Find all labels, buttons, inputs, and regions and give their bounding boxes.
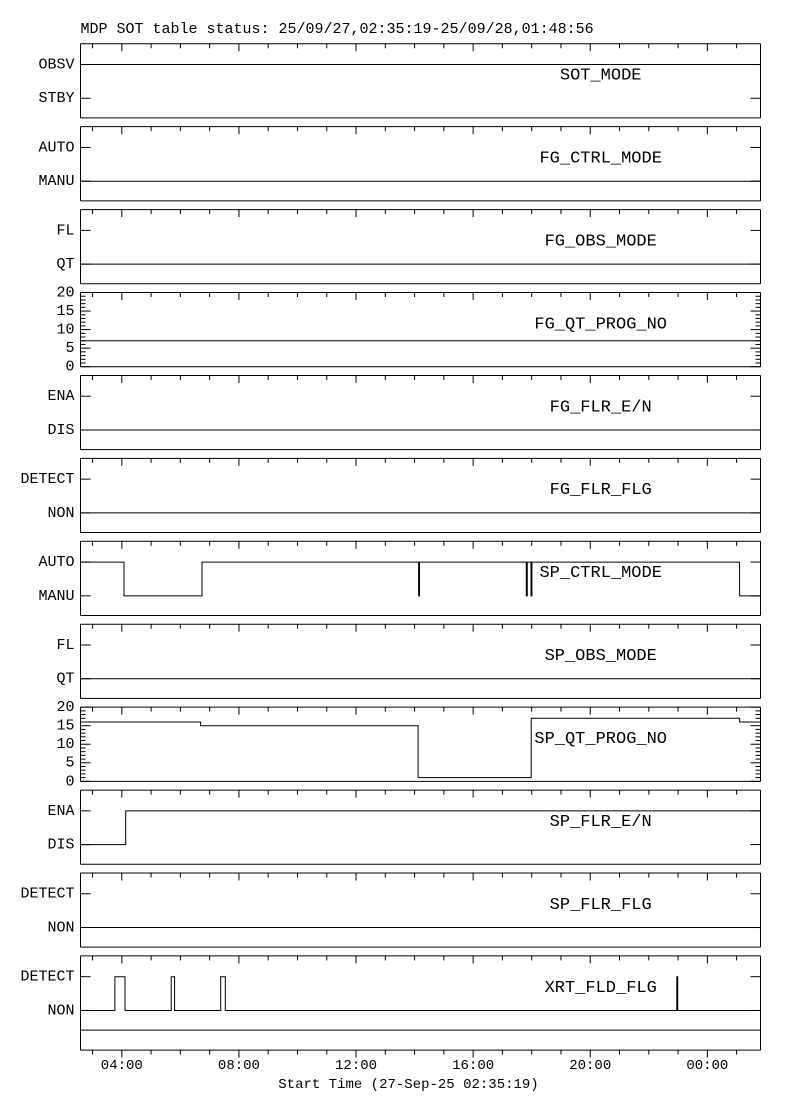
svg-text:00:00: 00:00 <box>686 1058 728 1074</box>
svg-text:MANU: MANU <box>38 173 74 190</box>
svg-text:FL: FL <box>56 637 74 654</box>
svg-text:QT: QT <box>56 256 74 273</box>
svg-text:NON: NON <box>47 919 74 936</box>
svg-text:ENA: ENA <box>47 388 74 405</box>
svg-text:XRT_FLD_FLG: XRT_FLD_FLG <box>545 979 657 998</box>
svg-text:5: 5 <box>65 340 74 357</box>
svg-text:15: 15 <box>56 718 74 735</box>
svg-text:0: 0 <box>65 773 74 790</box>
svg-text:FG_OBS_MODE: FG_OBS_MODE <box>545 232 657 251</box>
svg-text:DETECT: DETECT <box>20 969 74 986</box>
svg-text:OBSV: OBSV <box>38 56 74 73</box>
svg-text:0: 0 <box>65 359 74 376</box>
svg-text:12:00: 12:00 <box>335 1058 377 1074</box>
svg-text:STBY: STBY <box>38 90 74 107</box>
svg-text:FL: FL <box>56 222 74 239</box>
svg-text:Start Time (27-Sep-25 02:35:19: Start Time (27-Sep-25 02:35:19) <box>278 1077 538 1093</box>
svg-text:SP_CTRL_MODE: SP_CTRL_MODE <box>539 564 661 583</box>
svg-text:20: 20 <box>56 284 74 301</box>
svg-text:MDP SOT table status: 25/09/27: MDP SOT table status: 25/09/27,02:35:19-… <box>81 21 594 38</box>
svg-text:FG_CTRL_MODE: FG_CTRL_MODE <box>539 150 661 169</box>
svg-text:NON: NON <box>47 1002 74 1019</box>
svg-text:FG_FLR_E/N: FG_FLR_E/N <box>550 398 652 417</box>
svg-text:08:00: 08:00 <box>218 1058 260 1074</box>
svg-text:NON: NON <box>47 505 74 522</box>
svg-text:20: 20 <box>56 699 74 716</box>
svg-text:SP_OBS_MODE: SP_OBS_MODE <box>545 647 657 666</box>
svg-text:ENA: ENA <box>47 803 74 820</box>
svg-text:SP_FLR_E/N: SP_FLR_E/N <box>550 813 652 832</box>
svg-text:MANU: MANU <box>38 588 74 605</box>
svg-text:15: 15 <box>56 303 74 320</box>
svg-text:04:00: 04:00 <box>101 1058 143 1074</box>
svg-text:20:00: 20:00 <box>569 1058 611 1074</box>
svg-text:AUTO: AUTO <box>38 554 74 571</box>
svg-text:5: 5 <box>65 755 74 772</box>
svg-text:SOT_MODE: SOT_MODE <box>560 67 642 86</box>
svg-text:FG_QT_PROG_NO: FG_QT_PROG_NO <box>534 315 667 334</box>
svg-text:DIS: DIS <box>47 837 74 854</box>
svg-text:FG_FLR_FLG: FG_FLR_FLG <box>550 481 652 500</box>
svg-text:SP_FLR_FLG: SP_FLR_FLG <box>550 896 652 915</box>
svg-text:DIS: DIS <box>47 422 74 439</box>
svg-text:16:00: 16:00 <box>452 1058 494 1074</box>
svg-text:DETECT: DETECT <box>20 886 74 903</box>
svg-text:AUTO: AUTO <box>38 139 74 156</box>
svg-text:SP_QT_PROG_NO: SP_QT_PROG_NO <box>534 730 667 749</box>
svg-text:QT: QT <box>56 671 74 688</box>
svg-text:10: 10 <box>56 322 74 339</box>
svg-text:10: 10 <box>56 736 74 753</box>
svg-text:DETECT: DETECT <box>20 471 74 488</box>
